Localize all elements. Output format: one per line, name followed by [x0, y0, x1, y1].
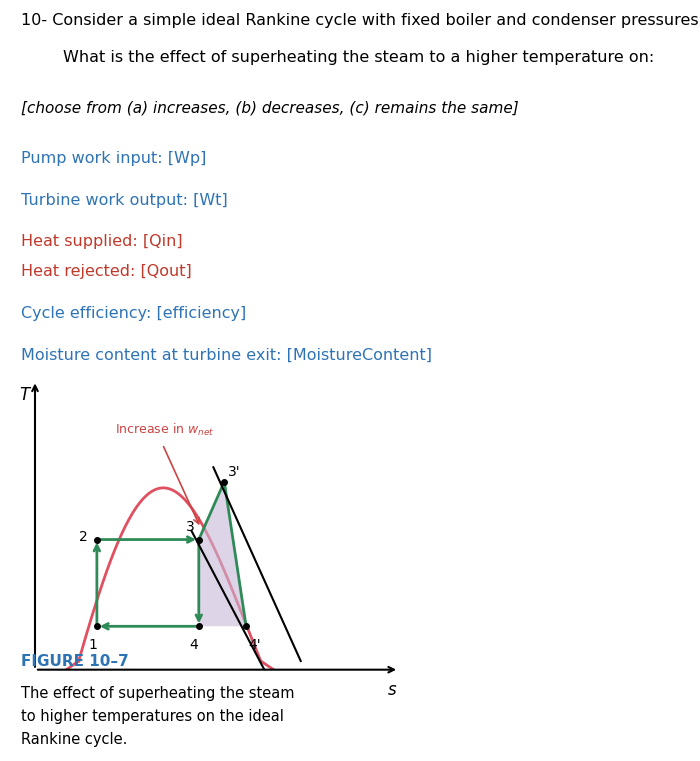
Text: The effect of superheating the steam: The effect of superheating the steam [21, 686, 295, 702]
Text: Heat rejected: [Qout]: Heat rejected: [Qout] [21, 264, 192, 279]
Text: Moisture content at turbine exit: [MoistureContent]: Moisture content at turbine exit: [Moist… [21, 347, 432, 362]
Text: Turbine work output: [Wt]: Turbine work output: [Wt] [21, 193, 228, 208]
Text: [choose from (a) increases, (b) decreases, (c) remains the same]: [choose from (a) increases, (b) decrease… [21, 100, 519, 116]
Text: 10- Consider a simple ideal Rankine cycle with fixed boiler and condenser pressu: 10- Consider a simple ideal Rankine cycl… [21, 13, 700, 27]
Text: What is the effect of superheating the steam to a higher temperature on:: What is the effect of superheating the s… [63, 50, 655, 65]
Text: Pump work input: [Wp]: Pump work input: [Wp] [21, 151, 206, 166]
Text: to higher temperatures on the ideal: to higher temperatures on the ideal [21, 709, 284, 724]
Polygon shape [199, 482, 246, 626]
Text: Heat supplied: [Qin]: Heat supplied: [Qin] [21, 234, 183, 250]
Text: 4': 4' [248, 638, 260, 652]
Text: Rankine cycle.: Rankine cycle. [21, 732, 127, 747]
Text: 3: 3 [186, 520, 195, 533]
Text: s: s [387, 681, 396, 699]
Text: 1: 1 [89, 638, 98, 652]
Text: 3': 3' [228, 465, 241, 479]
Text: FIGURE 10–7: FIGURE 10–7 [21, 654, 129, 670]
Text: 2: 2 [79, 530, 88, 543]
Text: 4: 4 [189, 638, 197, 652]
Text: T: T [19, 387, 29, 404]
Text: Increase in $w_{net}$: Increase in $w_{net}$ [115, 422, 214, 438]
Text: Cycle efficiency: [efficiency]: Cycle efficiency: [efficiency] [21, 305, 246, 320]
